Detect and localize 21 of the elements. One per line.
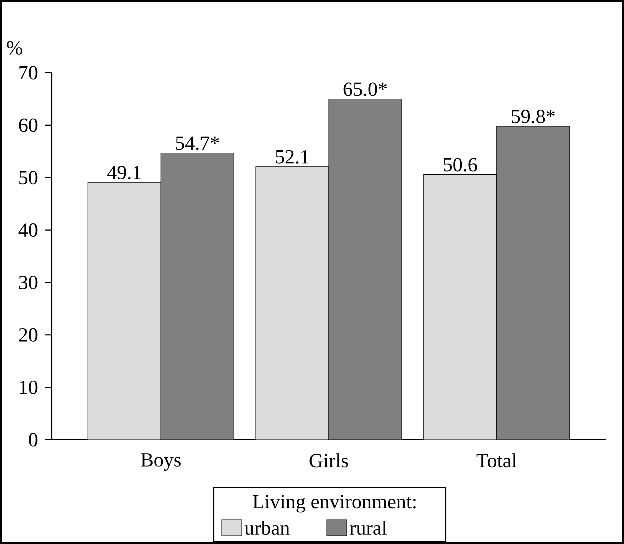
x-tick-label: Boys bbox=[141, 454, 181, 471]
y-axis-title: % bbox=[7, 41, 22, 55]
data-label: 49.1 bbox=[108, 166, 141, 180]
legend-title: Living environment: bbox=[253, 495, 416, 513]
y-tick-label: 10 bbox=[20, 380, 38, 394]
y-tick-label: 50 bbox=[20, 171, 38, 185]
y-tick-label: 40 bbox=[18, 224, 38, 238]
y-tick-label: 60 bbox=[19, 118, 38, 132]
data-label: 52.1 bbox=[276, 150, 309, 164]
x-tick-label: Total bbox=[476, 454, 517, 468]
y-tick-label: 30 bbox=[19, 276, 38, 290]
data-label: 59.8* bbox=[512, 110, 555, 124]
y-tick-label: 0 bbox=[29, 433, 38, 447]
data-label: 50.6 bbox=[444, 158, 478, 172]
x-tick-label: Girls bbox=[310, 454, 348, 468]
legend-label: urban bbox=[244, 520, 290, 536]
y-tick-label: 70 bbox=[20, 66, 38, 80]
data-label: 54.7* bbox=[176, 136, 220, 150]
legend-label: rural bbox=[350, 520, 387, 536]
y-tick-label: 20 bbox=[19, 328, 38, 342]
data-label: 65.0* bbox=[344, 82, 388, 96]
